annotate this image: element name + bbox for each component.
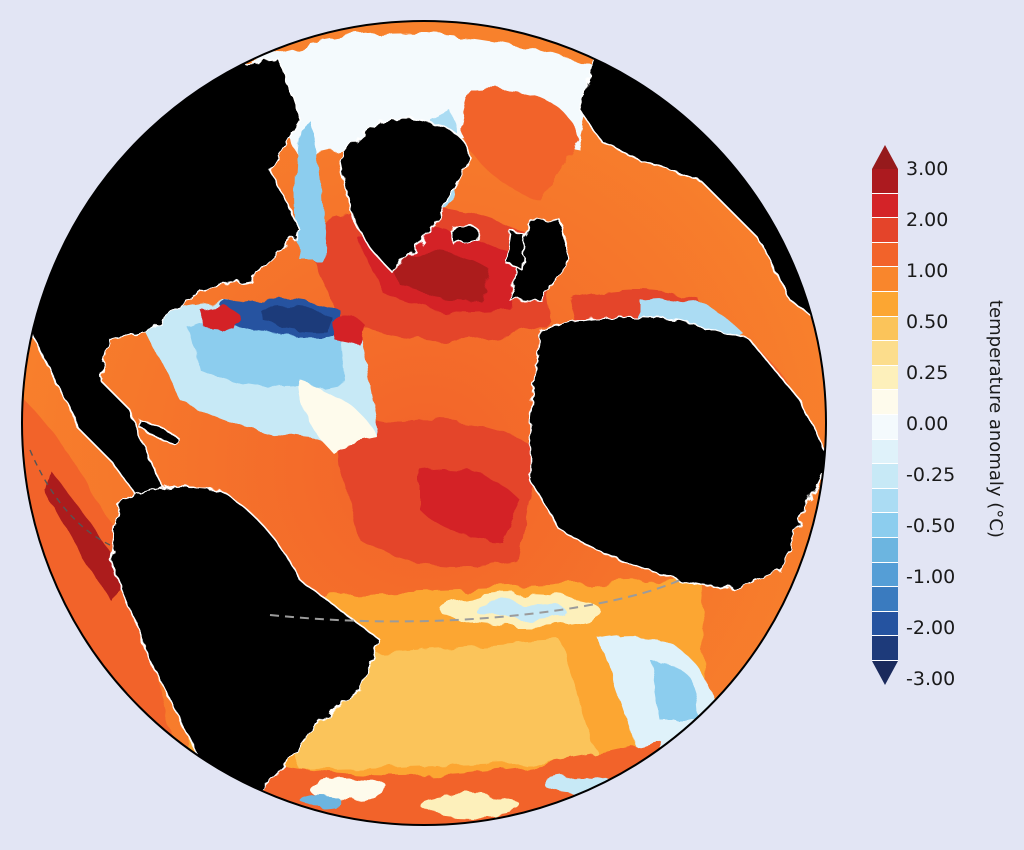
- colorbar-segment: [872, 562, 898, 588]
- colorbar-segment: [872, 169, 898, 194]
- colorbar-segment: [872, 291, 898, 317]
- colorbar-segment: [872, 242, 898, 268]
- colorbar-segment: [872, 513, 898, 538]
- colorbar-extend-min-arrow: [872, 660, 898, 685]
- colorbar-segment: [872, 193, 898, 219]
- land-africa: [529, 315, 826, 591]
- colorbar-tick-label: -1.00: [906, 566, 956, 588]
- pacific-equator-line: [29, 449, 111, 546]
- land-south-america: [109, 485, 381, 812]
- colorbar-tick-label: -2.00: [906, 617, 956, 639]
- colorbar-segment: [872, 390, 898, 415]
- colorbar-segment: [872, 218, 898, 243]
- colorbar-label: temperature anomaly (°C): [985, 300, 1006, 538]
- colorbar-extend-max-arrow: [872, 145, 898, 169]
- globe-outline: [21, 20, 827, 826]
- colorbar-segment: [872, 488, 898, 514]
- colorbar-segment: [872, 464, 898, 489]
- colorbar-tick-label: 1.00: [906, 260, 949, 282]
- colorbar-tick-label: 0.25: [906, 362, 949, 384]
- colorbar-segments: [872, 169, 900, 661]
- globe-map: [21, 20, 827, 826]
- colorbar-segment: [872, 587, 898, 612]
- colorbar-tick-label: -0.50: [906, 515, 956, 537]
- colorbar-segment: [872, 537, 898, 563]
- colorbar: [872, 145, 900, 685]
- colorbar-segment: [872, 636, 898, 661]
- colorbar-segment: [872, 341, 898, 366]
- colorbar-tick-label: 0.00: [906, 413, 949, 435]
- colorbar-segment: [872, 267, 898, 292]
- colorbar-segment: [872, 365, 898, 391]
- colorbar-tick-label: 0.50: [906, 311, 949, 333]
- colorbar-segment: [872, 439, 898, 465]
- equator-line: [269, 579, 681, 623]
- colorbar-tick-label: -0.25: [906, 464, 956, 486]
- colorbar-tick-label: 2.00: [906, 209, 949, 231]
- colorbar-tick-label: -3.00: [906, 668, 956, 690]
- colorbar-tick-label: 3.00: [906, 158, 949, 180]
- colorbar-segment: [872, 316, 898, 342]
- land-greenland: [339, 117, 471, 271]
- colorbar-segment: [872, 611, 898, 637]
- colorbar-segment: [872, 414, 898, 440]
